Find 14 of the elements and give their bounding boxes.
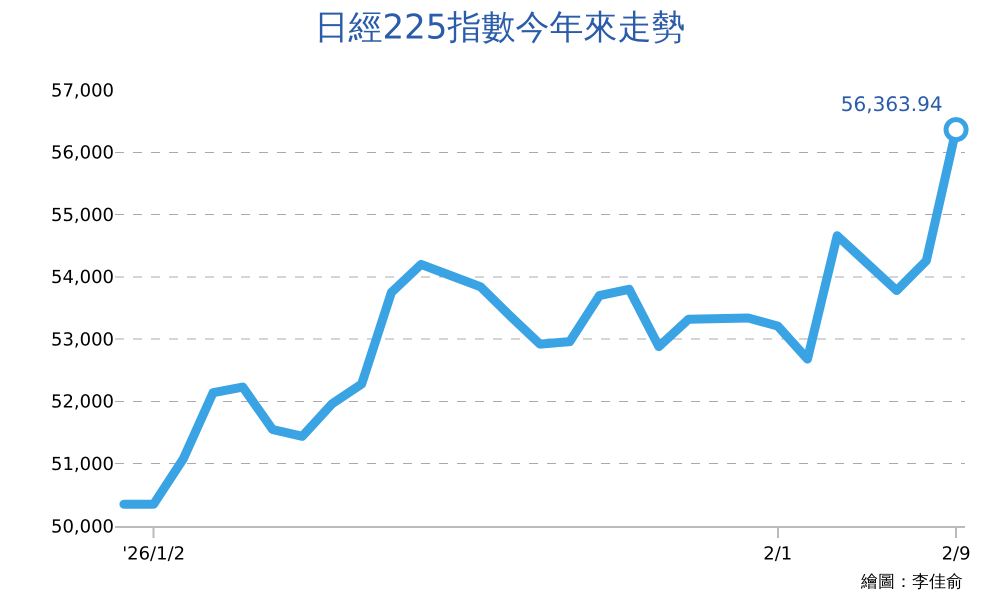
x-tick-label: '26/1/2 <box>122 544 186 565</box>
y-tick-label: 51,000 <box>51 454 114 476</box>
y-tick-label: 50,000 <box>51 516 114 538</box>
data-label: 56,363.94 <box>840 92 943 116</box>
chart-title: 日經225指數今年來走勢 <box>314 8 686 48</box>
x-tick-label: 2/9 <box>942 544 971 565</box>
y-tick-label: 54,000 <box>51 267 114 288</box>
y-tick-label: 53,000 <box>51 329 114 350</box>
y-tick-label: 52,000 <box>51 392 114 413</box>
x-tick-label: 2/1 <box>763 544 792 565</box>
y-tick-label: 57,000 <box>51 80 114 102</box>
y-tick-label: 55,000 <box>51 204 114 226</box>
text: 繪圖：李佳俞 <box>860 572 963 591</box>
y-tick-label: 56,000 <box>51 142 114 164</box>
